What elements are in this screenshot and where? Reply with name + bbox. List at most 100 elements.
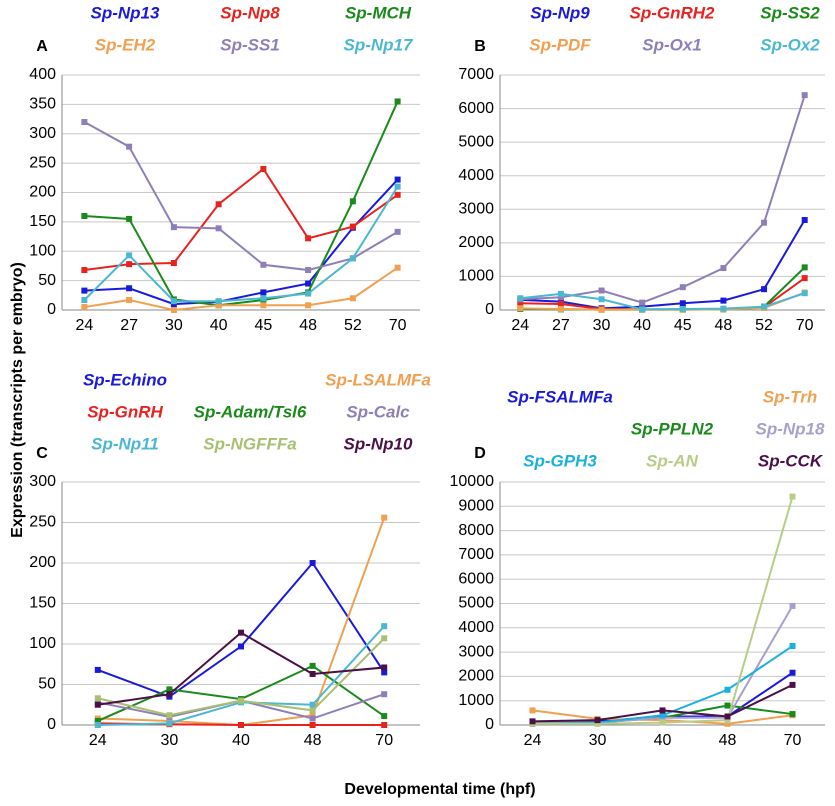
y-tick-label: 6000 (458, 100, 494, 117)
data-point (594, 717, 601, 724)
legend-entry: Sp-SS2 (760, 3, 820, 22)
x-tick-label: 24 (511, 317, 529, 334)
y-tick-label: 250 (29, 154, 56, 171)
data-point (309, 722, 316, 728)
data-point (305, 267, 312, 274)
x-tick-label: 70 (389, 317, 407, 334)
data-point (170, 224, 177, 231)
y-tick-label: 300 (29, 473, 56, 490)
y-tick-label: 2000 (458, 668, 494, 685)
y-axis-title: Expression (transcripts per embryo) (9, 262, 26, 538)
data-point (724, 686, 731, 693)
data-point (381, 623, 388, 630)
data-point (639, 299, 646, 306)
y-tick-label: 1000 (458, 268, 494, 285)
series-line (532, 605, 794, 724)
x-tick-label: 30 (593, 317, 611, 334)
data-point (260, 166, 267, 172)
y-tick-label: 6000 (458, 570, 494, 587)
x-tick-label: 48 (299, 317, 317, 334)
data-point (381, 713, 388, 720)
series-line (83, 186, 399, 303)
legend-entry: Sp-PPLN2 (631, 419, 714, 438)
y-tick-label: 350 (29, 96, 56, 113)
x-tick-label: 40 (232, 732, 250, 749)
data-point (215, 225, 222, 232)
legend-entry: Sp-GnRH2 (630, 3, 716, 22)
data-point (789, 711, 796, 718)
data-point (305, 280, 312, 287)
data-point (659, 719, 666, 726)
data-point (381, 722, 388, 728)
data-point (679, 284, 686, 291)
data-point (789, 602, 796, 609)
data-point (720, 265, 727, 272)
data-point (724, 720, 731, 727)
y-tick-label: 100 (29, 242, 56, 259)
series-line (97, 517, 386, 727)
y-tick-label: 50 (38, 272, 56, 289)
data-point (557, 305, 564, 312)
data-point (801, 92, 808, 99)
legend-entry: Sp-Calc (346, 402, 410, 421)
data-point (517, 300, 524, 307)
data-point (598, 296, 605, 303)
data-point (238, 629, 244, 636)
data-point (381, 514, 388, 521)
x-tick-label: 27 (120, 317, 138, 334)
y-tick-label: 0 (47, 716, 56, 733)
panel-label: D (474, 445, 486, 462)
y-tick-label: 200 (29, 184, 56, 201)
data-point (81, 287, 88, 294)
data-point (94, 722, 101, 728)
y-tick-label: 8000 (458, 522, 494, 539)
y-tick-label: 5000 (458, 133, 494, 150)
x-tick-label: 52 (755, 317, 773, 334)
x-axis-title: Developmental time (hpf) (344, 781, 535, 798)
legend-entry: Sp-Ox1 (642, 35, 702, 54)
series-line (84, 178, 399, 306)
data-point (309, 715, 316, 722)
data-point (309, 701, 316, 708)
data-point (170, 307, 177, 313)
y-tick-label: 7000 (458, 546, 494, 563)
legend-entry: Sp-Np9 (530, 3, 590, 22)
panel-label: C (36, 445, 48, 462)
x-tick-label: 48 (715, 317, 733, 334)
x-tick-label: 52 (344, 317, 362, 334)
legend-entry: Sp-SS1 (220, 35, 280, 54)
data-point (166, 686, 173, 693)
data-point (81, 297, 88, 304)
y-tick-label: 400 (29, 66, 56, 83)
data-point (789, 669, 796, 676)
series-line (84, 101, 399, 307)
x-tick-label: 45 (674, 317, 692, 334)
series-line (83, 121, 399, 272)
x-tick-label: 70 (796, 317, 814, 334)
legend-entry: Sp-EH2 (95, 35, 156, 54)
x-tick-label: 70 (784, 732, 802, 749)
data-point (724, 702, 731, 709)
data-point (394, 98, 401, 105)
data-point (94, 717, 101, 724)
y-tick-label: 200 (29, 554, 56, 571)
x-tick-label: 40 (633, 317, 651, 334)
series-line (520, 292, 806, 311)
data-point (238, 722, 244, 728)
y-tick-label: 1000 (458, 692, 494, 709)
legend-entry: Sp-AN (646, 451, 699, 470)
series-line (84, 266, 399, 312)
data-point (215, 201, 222, 208)
y-tick-label: 3000 (458, 643, 494, 660)
x-tick-label: 24 (75, 317, 93, 334)
data-point (81, 119, 88, 125)
data-point (789, 493, 796, 500)
data-point (309, 670, 316, 677)
series-line (520, 219, 806, 310)
y-tick-label: 9000 (458, 498, 494, 515)
legend-entry: Sp-FSALMFa (507, 387, 613, 406)
data-point (126, 261, 133, 268)
data-point (394, 191, 401, 198)
data-point (381, 691, 388, 698)
legend-entry: Sp-CCK (758, 451, 824, 470)
